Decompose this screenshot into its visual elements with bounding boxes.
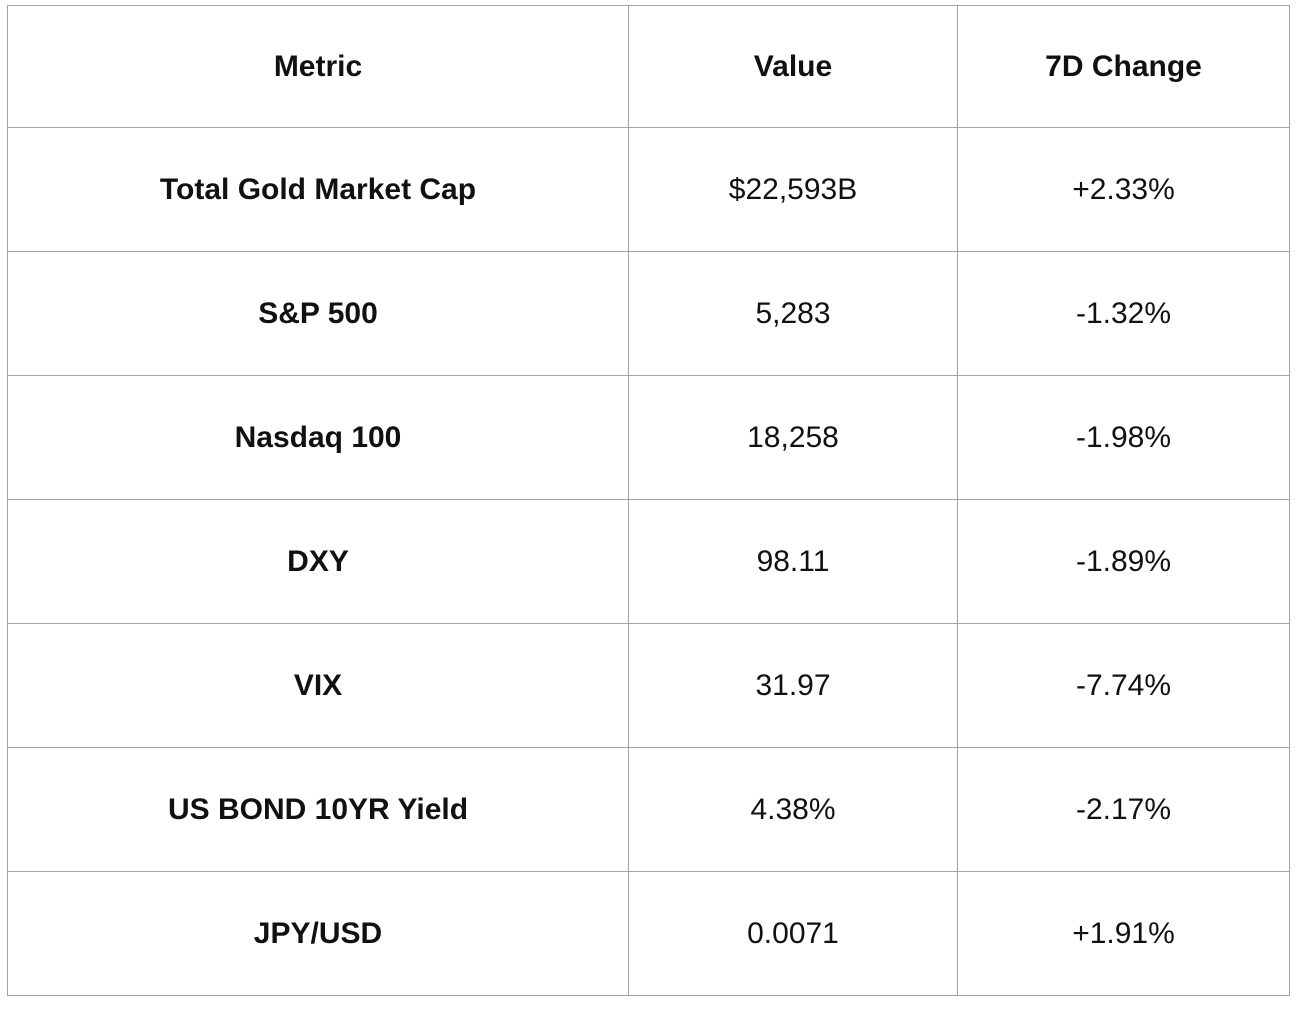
table-row: Total Gold Market Cap $22,593B +2.33%	[7, 127, 1290, 252]
metric-name-cell: DXY	[7, 499, 629, 624]
metric-value-cell: $22,593B	[628, 127, 958, 252]
metric-name-cell: US BOND 10YR Yield	[7, 747, 629, 872]
table-header: Metric Value 7D Change	[7, 5, 1290, 128]
metric-change-cell: -1.98%	[957, 375, 1290, 500]
metric-value-cell: 5,283	[628, 251, 958, 376]
metric-change-cell: -1.32%	[957, 251, 1290, 376]
metric-value-cell: 18,258	[628, 375, 958, 500]
metric-value-cell: 0.0071	[628, 871, 958, 996]
column-header-metric: Metric	[7, 5, 629, 128]
table-row: S&P 500 5,283 -1.32%	[7, 251, 1290, 376]
metric-change-cell: -7.74%	[957, 623, 1290, 748]
table-row: JPY/USD 0.0071 +1.91%	[7, 871, 1290, 996]
table-body: Total Gold Market Cap $22,593B +2.33% S&…	[7, 127, 1290, 996]
metric-name-cell: VIX	[7, 623, 629, 748]
table-row: Nasdaq 100 18,258 -1.98%	[7, 375, 1290, 500]
metric-change-cell: -2.17%	[957, 747, 1290, 872]
metric-name-cell: S&P 500	[7, 251, 629, 376]
table-row: US BOND 10YR Yield 4.38% -2.17%	[7, 747, 1290, 872]
header-row: Metric Value 7D Change	[7, 5, 1290, 128]
metric-name-cell: JPY/USD	[7, 871, 629, 996]
metric-change-cell: +1.91%	[957, 871, 1290, 996]
market-metrics-table: Metric Value 7D Change Total Gold Market…	[7, 5, 1290, 996]
column-header-7d-change: 7D Change	[957, 5, 1290, 128]
metric-value-cell: 31.97	[628, 623, 958, 748]
metric-value-cell: 98.11	[628, 499, 958, 624]
table-row: VIX 31.97 -7.74%	[7, 623, 1290, 748]
metric-change-cell: -1.89%	[957, 499, 1290, 624]
metric-change-cell: +2.33%	[957, 127, 1290, 252]
metric-name-cell: Total Gold Market Cap	[7, 127, 629, 252]
metric-name-cell: Nasdaq 100	[7, 375, 629, 500]
table-row: DXY 98.11 -1.89%	[7, 499, 1290, 624]
metric-value-cell: 4.38%	[628, 747, 958, 872]
column-header-value: Value	[628, 5, 958, 128]
